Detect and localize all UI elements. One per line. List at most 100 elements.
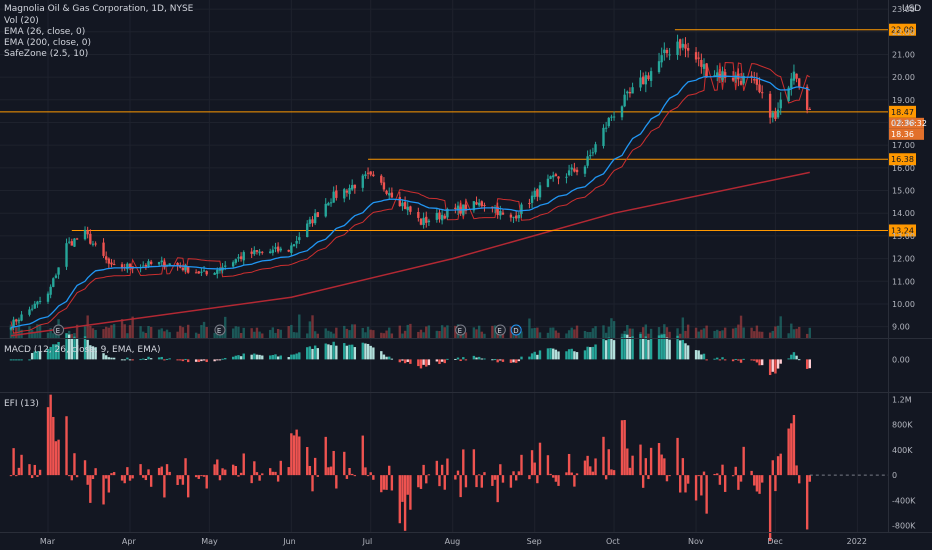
candle-body (790, 78, 793, 89)
volume-bar (620, 333, 624, 338)
macd-bar (628, 337, 632, 360)
macd-bar (353, 347, 357, 360)
volume-bar (184, 332, 187, 338)
macd-bar (686, 345, 690, 360)
efi-bar (57, 439, 60, 476)
macd-bar (679, 340, 682, 360)
candle-body (454, 207, 457, 210)
efi-bar (165, 464, 169, 476)
macd-bar (276, 356, 280, 360)
macd-bar (28, 359, 31, 361)
volume-bar (409, 323, 412, 338)
macd-bar (509, 359, 513, 363)
efi-bar (380, 475, 383, 493)
candle-body (126, 263, 129, 270)
volume-bar (792, 329, 796, 338)
indicator-vol-label[interactable]: Vol (20) (4, 16, 39, 26)
volume-bar (385, 330, 388, 338)
event-marker (214, 324, 226, 336)
candle-body (361, 175, 364, 188)
candle-body (197, 271, 200, 274)
efi-bar (435, 460, 439, 476)
efi-bar (684, 475, 687, 493)
volume-bar (313, 331, 317, 338)
macd-bar (401, 359, 404, 361)
efi-bar (660, 454, 663, 476)
volume-bar (89, 325, 92, 338)
candle-body (533, 190, 536, 197)
candle-body (536, 189, 539, 197)
volume-bar (446, 325, 449, 338)
volume-bar (768, 332, 772, 338)
volume-bar (647, 333, 650, 338)
efi-bar (795, 465, 798, 476)
macd-bar (406, 359, 409, 362)
level-sublabel: 18.36 (891, 130, 914, 139)
volume-bar (686, 324, 690, 338)
currency-label[interactable]: USD (902, 4, 922, 14)
indicator-ema200-label[interactable]: EMA (200, close, 0) (4, 38, 92, 48)
volume-bar (306, 333, 309, 338)
efi-bar (591, 471, 595, 476)
candle-body (440, 214, 444, 221)
macd-bar (808, 359, 811, 369)
candle-body (499, 210, 502, 216)
candle-body (679, 39, 682, 49)
efi-bar (149, 475, 153, 487)
macd-bar (610, 338, 613, 360)
efi-bar (253, 461, 256, 476)
efi-bar (298, 436, 301, 476)
volume-bar (713, 330, 716, 338)
macd-bar (681, 339, 685, 360)
efi-title[interactable]: EFI (13) (4, 399, 39, 409)
candle-body (657, 61, 661, 73)
macd-bar (631, 336, 634, 360)
efi-bar (197, 475, 200, 479)
macd-bar (390, 358, 394, 360)
efi-bar (179, 475, 182, 480)
macd-bar (798, 359, 801, 361)
efi-bar (160, 466, 163, 476)
volume-bar (30, 329, 34, 338)
macd-bar (435, 359, 439, 362)
efi-bar (612, 470, 616, 476)
volume-bar (168, 332, 171, 338)
indicator-ema26-label[interactable]: EMA (26, close, 0) (4, 27, 86, 37)
candle-body (258, 251, 261, 254)
candle-body (702, 64, 706, 69)
macd-bar (298, 352, 301, 360)
efi-bar (454, 475, 457, 480)
macd-histogram (9, 333, 811, 376)
efi-bar (102, 475, 105, 505)
efi-bar (382, 475, 386, 490)
efi-bar (552, 475, 555, 478)
candle-body (364, 174, 367, 177)
volume-bar (147, 325, 150, 338)
macd-bar (149, 358, 153, 360)
macd-bar (131, 359, 134, 361)
macd-bar (105, 355, 108, 360)
horizontal-levels[interactable]: 22.09 18.47 02:36:32 18.36 16.38 13.24 (0, 23, 927, 237)
macd-bar (755, 359, 759, 363)
macd-bar (779, 359, 782, 364)
candle-body (313, 213, 317, 224)
candle-body (54, 275, 58, 278)
indicator-safezone-label[interactable]: SafeZone (2.5, 10) (4, 49, 89, 59)
efi-bar (91, 475, 95, 480)
efi-bar (676, 437, 679, 476)
efi-bar (663, 458, 666, 476)
candle-body (742, 75, 745, 84)
macd-bar (739, 359, 743, 363)
macd-title[interactable]: MACD (12, 26, close, 9, EMA, EMA) (4, 345, 161, 355)
macd-bar (261, 355, 264, 360)
volume-bar (491, 325, 494, 338)
candle-body (665, 49, 669, 54)
efi-bar (224, 469, 227, 476)
macd-bar (805, 359, 809, 369)
volume-bar (332, 333, 335, 338)
volume-bar (557, 332, 560, 338)
macd-bar (306, 347, 309, 360)
candle-body (739, 80, 743, 85)
